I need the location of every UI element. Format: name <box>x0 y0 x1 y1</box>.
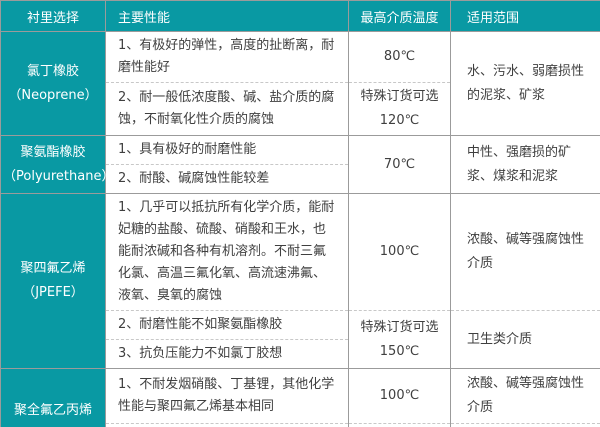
temperature-line: 100℃ <box>379 388 420 403</box>
temperature-cell: 80℃ <box>348 31 451 83</box>
material-name: 聚氨酯橡胶 <box>20 144 86 160</box>
temperature-cell: 100℃ <box>348 368 451 424</box>
material-name: 氯丁橡胶 <box>26 63 79 79</box>
material-cell: 氯丁橡胶 （Neoprene） <box>0 31 106 136</box>
material-name-en: （Neoprene） <box>8 87 98 103</box>
table-row: 氯丁橡胶 （Neoprene） 1、有极好的弹性，高度的扯断离，耐磨性能好 80℃ 水、… <box>0 31 600 136</box>
table-row: 2、耐一般低浓度酸、碱、盐介质的腐蚀，不耐氧化性介质的腐蚀 特殊订货可选 120℃ <box>1 82 600 136</box>
performance-cell: 2、耐一般低浓度酸、碱、盐介质的腐蚀，不耐氧化性介质的腐蚀 <box>105 82 349 136</box>
temperature-line: 70℃ <box>383 156 416 172</box>
applicable-range-cell: 水、污水、弱磨损性的泥浆、矿浆 <box>450 31 600 136</box>
temperature-cell: 100℃ <box>348 193 451 311</box>
header-applicable-range: 适用范围 <box>450 0 600 32</box>
header-lining-selection: 衬里选择 <box>0 0 106 32</box>
applicable-range-cell: 中性、强磨损的矿浆、煤浆和泥浆 <box>450 135 600 194</box>
table-row: 聚四氟乙烯 （JPEFE） 1、几乎可以抵抗所有化学介质，能耐妃糖的盐酸、硫酸、硝酸… <box>0 193 600 369</box>
temperature-cell: 特殊订货可选 120℃ <box>348 82 451 136</box>
material-name: 聚全氟乙丙烯 <box>13 402 92 418</box>
applicable-range-cell: 卫生类介质 <box>450 423 600 427</box>
performance-cell: 2、耐酸、碱腐蚀性能较差 <box>105 164 349 194</box>
header-row: 衬里选择 主要性能 最高介质温度 适用范围 <box>0 0 600 32</box>
applicable-range-cell: 浓酸、碱等强腐蚀性介质 <box>450 368 600 424</box>
table-header: 衬里选择 主要性能 最高介质温度 适用范围 <box>0 0 600 32</box>
material-cell: 聚氨酯橡胶 （Polyurethane） <box>0 135 115 194</box>
header-max-medium-temperature: 最高介质温度 <box>348 0 451 32</box>
performance-cell: 1、有极好的弹性，高度的扯断离，耐磨性能好 <box>105 31 349 83</box>
temperature-line: 80℃ <box>383 49 416 64</box>
temperature-line: 120℃ <box>379 113 420 128</box>
temperature-cell: 特殊订货可选 150℃ <box>348 310 451 369</box>
table-row: 聚全氟乙丙烯 （F46）1、不耐发烟硝酸、丁基锂，其他化学性能与聚四氟乙烯基本相同… <box>0 368 600 427</box>
performance-cell: 2、耐磨性能不如聚氨酯橡胶 <box>105 310 349 340</box>
performance-cell: 1、具有极好的耐磨性能 <box>105 135 349 165</box>
temperature-line: 特殊订货可选 <box>360 319 439 335</box>
table-row: 聚氨酯橡胶 （Polyurethane） 1、具有极好的耐磨性能 70℃ 中性、强磨损的… <box>0 135 600 194</box>
material-cell: 聚全氟乙丙烯 （F46） <box>0 368 106 427</box>
table-row: 2、耐磨性能不如聚氨酯橡胶 特殊订货可选 150℃ 卫生类介质 <box>1 310 600 369</box>
performance-cell: 2、抗负压能力高于聚四氟乙烯 <box>105 423 349 427</box>
table-row: 3、抗负压能力不如氯丁胶想 <box>1 339 600 369</box>
temperature-line: 100℃ <box>379 244 420 259</box>
performance-cell: 1、不耐发烟硝酸、丁基锂，其他化学性能与聚四氟乙烯基本相同 <box>105 368 349 424</box>
performance-cell: 1、几乎可以抵抗所有化学介质，能耐妃糖的盐酸、硫酸、硝酸和王水，也能耐浓碱和各种… <box>105 193 349 311</box>
table-row: 2、耐酸、碱腐蚀性能较差 <box>1 164 600 194</box>
temperature-cell: 70℃ <box>348 135 451 194</box>
temperature-line: 150℃ <box>379 343 420 359</box>
material-name: 聚四氟乙烯 <box>20 261 86 276</box>
temperature-line: 特殊订货可选 <box>360 89 439 104</box>
material-name-en: （JPEFE） <box>22 285 84 300</box>
material-name-en: （F46） <box>3 424 103 427</box>
table-body: 氯丁橡胶 （Neoprene） 1、有极好的弹性，高度的扯断离，耐磨性能好 80℃ 水、… <box>0 31 600 427</box>
applicable-range-cell: 卫生类介质 <box>450 310 600 369</box>
material-name-en: （Polyurethane） <box>3 168 115 184</box>
header-main-performance: 主要性能 <box>105 0 349 32</box>
applicable-range-cell: 浓酸、碱等强腐蚀性介质 <box>450 193 600 311</box>
performance-cell: 3、抗负压能力不如氯丁胶想 <box>105 339 349 369</box>
material-cell: 聚四氟乙烯 （JPEFE） <box>0 193 106 369</box>
